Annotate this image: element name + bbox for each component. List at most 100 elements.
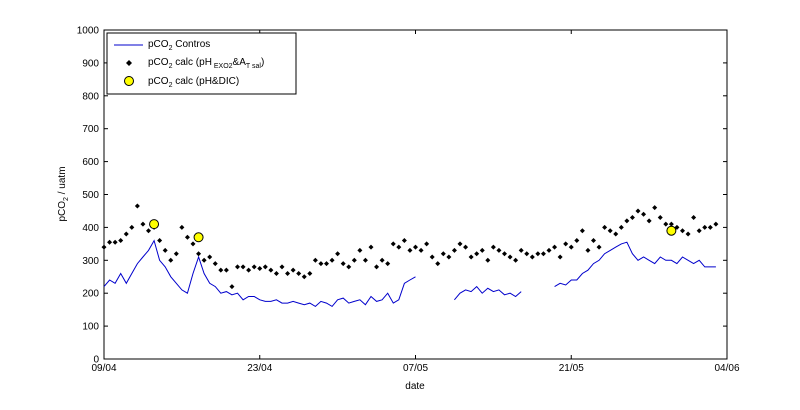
exo2-point [296,270,302,276]
legend-box [106,32,297,95]
dic-point [666,225,677,236]
exo2-point [535,251,541,257]
exo2-point [390,241,396,247]
exo2-point [173,251,179,257]
exo2-point [429,254,435,260]
exo2-point [379,257,385,263]
exo2-point [407,247,413,253]
exo2-point [223,267,229,273]
exo2-point [279,264,285,270]
exo2-series [101,203,719,290]
exo2-point [507,254,513,260]
exo2-point [329,257,335,263]
exo2-point [146,228,151,234]
contros-line-segment [454,285,522,301]
exo2-point [123,231,129,237]
exo2-point [346,264,352,270]
exo2-point [602,224,608,230]
exo2-point [435,261,441,267]
exo2-point [546,247,552,253]
exo2-point [585,247,591,253]
exo2-point [607,228,613,234]
exo2-point [418,247,424,253]
exo2-point [713,221,719,227]
exo2-point [273,270,279,276]
contros-line-segment [103,239,416,308]
exo2-point [190,241,196,247]
exo2-point [112,239,118,245]
exo2-point [424,241,430,247]
exo2-point [168,257,174,263]
exo2-point [357,247,363,253]
exo2-point [362,257,368,263]
exo2-point [235,264,240,270]
exo2-point [351,257,357,263]
exo2-point [207,254,213,260]
x-axis-label: date [405,381,425,392]
exo2-point [568,244,574,250]
exo2-point [107,239,113,245]
exo2-point [413,244,418,250]
legend-diamond-swatch [126,60,132,66]
exo2-point [335,251,341,257]
y-tick-label: 500 [82,190,99,201]
exo2-point [485,257,491,263]
exo2-point [596,244,602,250]
exo2-point [629,215,635,221]
exo2-point [685,231,691,237]
exo2-point [179,224,185,230]
exo2-point [691,215,697,221]
exo2-point [618,224,624,230]
exo2-point [479,247,485,253]
exo2-point [518,247,524,253]
legend: pCO2 Contros pCO2 calc (pH EXO2&AT sal) … [106,32,297,95]
exo2-point [162,247,168,253]
x-tick-label: 09/04 [91,363,116,374]
legend-entry-exo2: pCO2 calc (pH EXO2&AT sal) [148,57,264,70]
exo2-point [540,251,546,257]
exo2-point [646,218,652,224]
exo2-point [268,267,274,273]
exo2-point [229,284,235,290]
exo2-point [324,261,329,267]
exo2-point [257,266,263,272]
exo2-point [474,251,480,257]
exo2-point [696,228,702,234]
exo2-point [457,241,463,247]
exo2-point [184,234,190,240]
exo2-point [157,238,163,244]
x-axis-ticks: 09/04 23/04 07/05 21/05 04/06 [91,30,740,374]
exo2-point [385,261,391,267]
legend-entry-contros: pCO2 Contros [148,39,210,52]
dic-point [193,232,204,243]
exo2-point [396,244,402,250]
y-tick-label: 200 [82,289,99,300]
exo2-point [513,257,519,263]
dic-series [149,219,677,243]
exo2-point [340,261,346,267]
exo2-point [579,228,585,234]
exo2-point [290,267,296,273]
exo2-point [563,241,569,247]
y-axis-label: pCO2 / uatm [57,166,70,221]
y-tick-label: 0 [93,355,99,366]
exo2-point [118,238,124,244]
y-tick-label: 700 [82,124,99,135]
exo2-point [262,264,268,270]
exo2-point [129,224,135,230]
legend-entry-dic: pCO2 calc (pH&DIC) [148,76,239,89]
contros-line-segment [554,241,716,288]
x-tick-label: 04/06 [714,363,739,374]
exo2-point [613,231,619,237]
y-tick-label: 300 [82,256,99,267]
dic-point [149,219,160,230]
y-tick-label: 1000 [77,26,100,37]
y-tick-label: 400 [82,223,99,234]
exo2-point [240,264,246,270]
exo2-point [680,228,685,234]
exo2-point [318,261,324,267]
exo2-point [140,221,146,227]
exo2-point [668,221,674,227]
exo2-point [591,238,596,244]
